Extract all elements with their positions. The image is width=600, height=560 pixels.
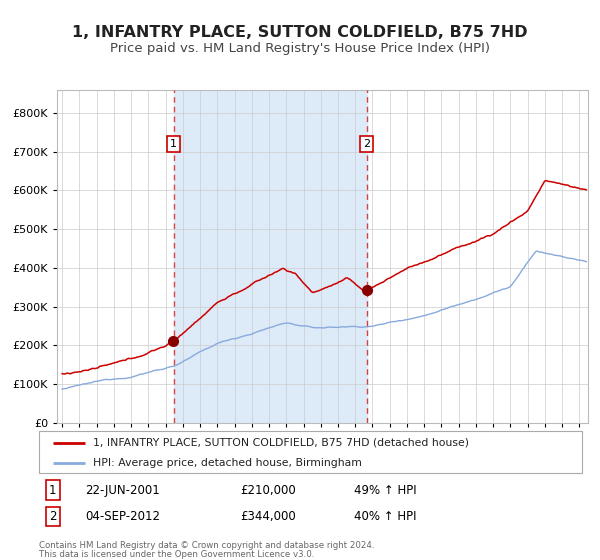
Text: Contains HM Land Registry data © Crown copyright and database right 2024.: Contains HM Land Registry data © Crown c…	[39, 541, 374, 550]
Text: 2: 2	[49, 510, 56, 523]
Bar	[174, 90, 367, 423]
Text: This data is licensed under the Open Government Licence v3.0.: This data is licensed under the Open Gov…	[39, 550, 314, 559]
Text: 1, INFANTRY PLACE, SUTTON COLDFIELD, B75 7HD (detached house): 1, INFANTRY PLACE, SUTTON COLDFIELD, B75…	[94, 438, 469, 448]
FancyBboxPatch shape	[39, 431, 582, 473]
Text: 04-SEP-2012: 04-SEP-2012	[85, 510, 160, 523]
Text: 40% ↑ HPI: 40% ↑ HPI	[354, 510, 416, 523]
Text: 1: 1	[49, 484, 56, 497]
Text: 22-JUN-2001: 22-JUN-2001	[85, 484, 160, 497]
Text: 49% ↑ HPI: 49% ↑ HPI	[354, 484, 416, 497]
Text: HPI: Average price, detached house, Birmingham: HPI: Average price, detached house, Birm…	[94, 458, 362, 468]
Text: Price paid vs. HM Land Registry's House Price Index (HPI): Price paid vs. HM Land Registry's House …	[110, 42, 490, 55]
Text: 2: 2	[363, 139, 370, 149]
Text: £210,000: £210,000	[240, 484, 296, 497]
Text: 1, INFANTRY PLACE, SUTTON COLDFIELD, B75 7HD: 1, INFANTRY PLACE, SUTTON COLDFIELD, B75…	[72, 25, 528, 40]
Text: £344,000: £344,000	[240, 510, 296, 523]
Text: 1: 1	[170, 139, 177, 149]
